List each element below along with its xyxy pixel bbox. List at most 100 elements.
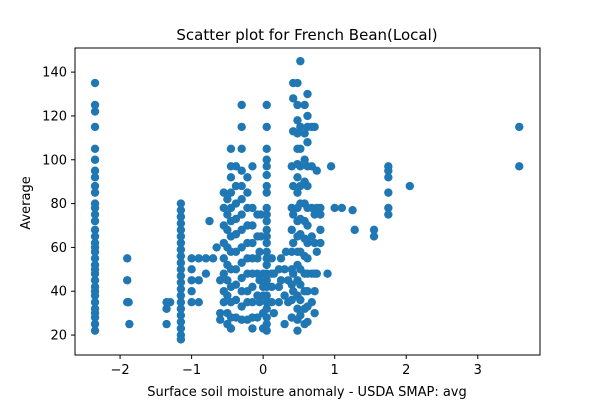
data-point bbox=[310, 287, 319, 296]
data-point bbox=[237, 144, 246, 153]
data-point bbox=[262, 181, 271, 191]
data-point bbox=[515, 162, 524, 171]
data-point bbox=[90, 107, 100, 116]
data-point bbox=[90, 291, 100, 300]
data-point bbox=[262, 210, 271, 219]
data-point bbox=[226, 173, 236, 182]
data-point bbox=[300, 155, 309, 164]
data-point bbox=[262, 291, 271, 300]
data-point bbox=[310, 122, 319, 132]
data-point bbox=[276, 276, 286, 285]
data-point bbox=[287, 295, 296, 305]
data-point bbox=[307, 232, 316, 241]
data-point bbox=[369, 225, 379, 235]
data-point bbox=[237, 243, 246, 252]
data-point bbox=[90, 313, 100, 322]
data-point bbox=[223, 210, 232, 219]
data-point bbox=[405, 181, 414, 191]
data-point bbox=[384, 173, 393, 182]
data-point bbox=[248, 324, 257, 333]
data-point bbox=[267, 254, 276, 263]
data-point bbox=[274, 282, 284, 292]
data-point bbox=[330, 203, 339, 213]
data-point bbox=[176, 297, 186, 307]
data-point bbox=[293, 100, 302, 110]
y-tick-label: 40 bbox=[50, 285, 67, 300]
data-point bbox=[287, 225, 296, 235]
data-point bbox=[288, 269, 298, 278]
data-point bbox=[176, 291, 186, 300]
data-point bbox=[267, 282, 276, 292]
data-point bbox=[176, 311, 186, 320]
data-point bbox=[262, 238, 271, 248]
data-point bbox=[248, 221, 257, 230]
data-point bbox=[231, 265, 241, 274]
data-point bbox=[216, 276, 225, 285]
data-point bbox=[303, 89, 312, 99]
data-point bbox=[262, 319, 271, 329]
data-point bbox=[303, 181, 312, 191]
data-point bbox=[162, 304, 171, 313]
data-point bbox=[248, 162, 257, 171]
data-point bbox=[90, 232, 100, 241]
data-point bbox=[262, 260, 271, 270]
data-point bbox=[262, 188, 271, 197]
data-point bbox=[326, 162, 336, 171]
data-point bbox=[296, 311, 305, 320]
data-point bbox=[237, 210, 246, 219]
data-point bbox=[125, 319, 134, 329]
data-point bbox=[255, 297, 264, 307]
data-point bbox=[176, 199, 186, 208]
x-tick-label: 3 bbox=[474, 363, 482, 378]
data-point bbox=[176, 205, 186, 215]
y-tick-label: 120 bbox=[42, 109, 67, 124]
data-point bbox=[300, 129, 309, 138]
data-point bbox=[187, 276, 196, 285]
data-point bbox=[237, 302, 246, 311]
data-point bbox=[262, 276, 271, 285]
data-point bbox=[90, 216, 100, 226]
data-point bbox=[231, 162, 241, 171]
data-point bbox=[212, 243, 221, 252]
data-point bbox=[312, 269, 321, 278]
data-point bbox=[255, 247, 264, 256]
data-point bbox=[262, 326, 271, 335]
data-point bbox=[219, 269, 228, 278]
y-axis: 20 40 60 80 100 120 140 bbox=[42, 66, 75, 344]
data-point bbox=[176, 317, 186, 327]
data-point bbox=[231, 214, 241, 224]
data-point bbox=[303, 287, 312, 296]
data-point bbox=[350, 225, 359, 235]
data-point bbox=[312, 166, 321, 175]
data-point bbox=[226, 188, 236, 197]
data-point bbox=[303, 254, 312, 263]
data-point bbox=[187, 265, 196, 274]
data-point bbox=[262, 155, 271, 164]
data-point bbox=[90, 225, 100, 235]
y-tick-label: 100 bbox=[42, 153, 67, 168]
data-point bbox=[262, 162, 271, 171]
data-point bbox=[287, 280, 296, 289]
data-point bbox=[243, 188, 252, 197]
data-point bbox=[280, 265, 289, 274]
data-point bbox=[176, 335, 186, 344]
data-point bbox=[253, 313, 262, 322]
data-point bbox=[205, 216, 214, 226]
data-point bbox=[123, 254, 132, 263]
data-point bbox=[187, 254, 196, 263]
data-point bbox=[262, 247, 271, 256]
data-point bbox=[337, 203, 347, 213]
data-point bbox=[303, 111, 312, 121]
data-point bbox=[223, 276, 232, 285]
data-point bbox=[296, 144, 305, 153]
data-point bbox=[248, 282, 257, 292]
data-point bbox=[176, 238, 186, 248]
data-point bbox=[248, 297, 257, 307]
data-point bbox=[293, 129, 302, 138]
data-point bbox=[303, 221, 312, 230]
y-tick-label: 60 bbox=[50, 241, 67, 256]
data-point bbox=[176, 225, 186, 235]
data-point bbox=[176, 251, 186, 261]
data-point bbox=[237, 258, 246, 267]
data-point bbox=[90, 188, 100, 197]
